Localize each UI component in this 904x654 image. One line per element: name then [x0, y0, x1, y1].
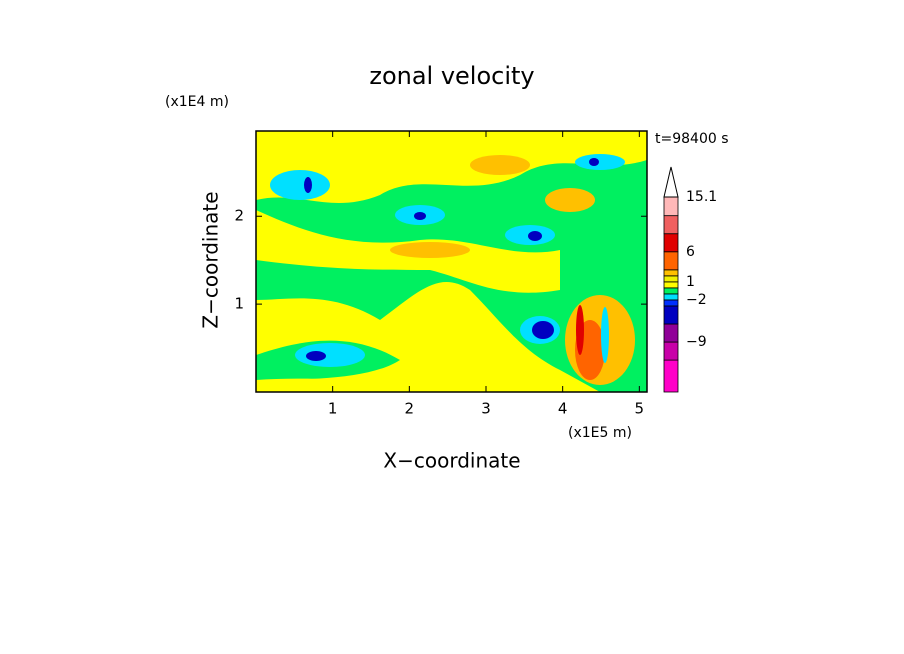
colorbar-segment: [663, 323, 679, 343]
colorbar-tick-label: −9: [686, 334, 707, 350]
colorbar-segment: [663, 251, 679, 271]
colorbar-segment: [663, 215, 679, 235]
y-axis-label: Z−coordinate: [199, 191, 223, 328]
x-tick-label: 5: [635, 400, 645, 418]
colorbar-segment: [663, 281, 679, 289]
colorbar-tick-label: 1: [686, 274, 695, 290]
colorbar-segment: [663, 287, 679, 295]
colorbar-segment: [663, 293, 679, 301]
contour-field: [256, 131, 647, 392]
chart-title: zonal velocity: [369, 62, 534, 90]
x-tick-label: 4: [558, 400, 568, 418]
y-unit: (x1E4 m): [165, 94, 229, 110]
plot-frame: [255, 130, 648, 393]
x-unit: (x1E5 m): [568, 425, 632, 441]
colorbar-segment: [663, 359, 679, 393]
y-tick-label: 2: [234, 207, 244, 225]
colorbar-segment: [663, 196, 679, 217]
colorbar-tick-label: −2: [686, 292, 707, 308]
colorbar-segment: [663, 305, 679, 325]
colorbar-segment: [663, 269, 679, 277]
colorbar-segment: [663, 233, 679, 253]
x-axis-label: X−coordinate: [383, 449, 520, 473]
colorbar-segment: [663, 341, 679, 361]
x-tick-label: 3: [481, 400, 491, 418]
x-tick-label: 2: [405, 400, 415, 418]
colorbar-extend: [663, 166, 679, 198]
colorbar-segment: [663, 299, 679, 307]
annotation: t=98400 s: [655, 131, 729, 147]
colorbar-tick-label: 15.1: [686, 189, 717, 205]
colorbar-tick-label: 6: [686, 244, 695, 260]
x-tick-label: 1: [328, 400, 338, 418]
colorbar-segment: [663, 275, 679, 283]
y-tick-label: 1: [234, 295, 244, 313]
